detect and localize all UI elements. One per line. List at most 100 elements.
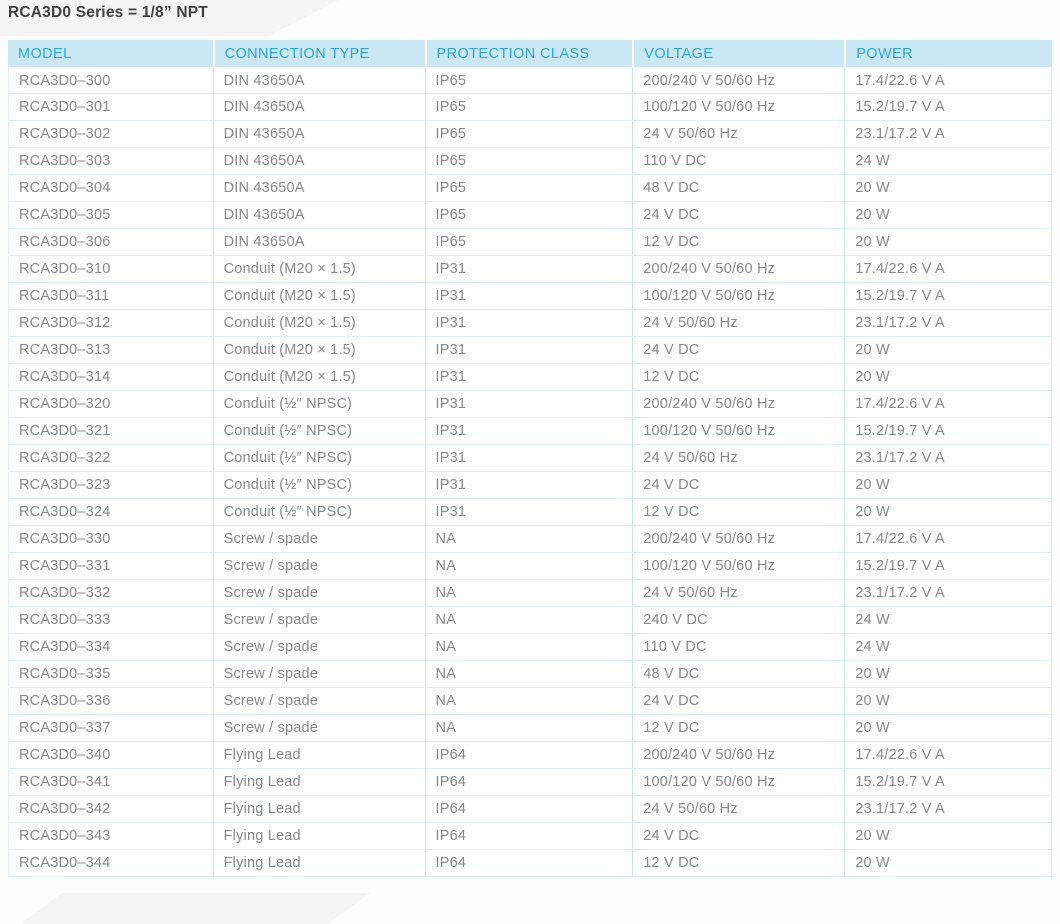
cell-protection-class: IP64: [424, 742, 633, 769]
cell-protection-class: IP65: [424, 121, 633, 148]
cell-model: RCA3D0–320: [8, 391, 213, 418]
cell-power: 23.1/17.2 V A: [844, 310, 1052, 337]
column-header-connection-type: CONNECTION TYPE: [212, 40, 425, 67]
cell-model: RCA3D0–303: [8, 148, 213, 175]
cell-connection-type: Conduit (½″ NPSC): [212, 499, 425, 526]
cell-model: RCA3D0–324: [8, 499, 213, 526]
cell-connection-type: Screw / spade: [212, 607, 425, 634]
cell-model: RCA3D0–314: [8, 364, 213, 391]
table-row: RCA3D0–335 Screw / spade NA 48 V DC 20 W: [8, 661, 1052, 688]
cell-model: RCA3D0–312: [8, 310, 213, 337]
cell-model: RCA3D0–336: [8, 688, 213, 715]
cell-voltage: 100/120 V 50/60 Hz: [632, 418, 845, 445]
cell-connection-type: Conduit (½″ NPSC): [212, 418, 425, 445]
cell-connection-type: Screw / spade: [212, 580, 425, 607]
cell-model: RCA3D0–311: [8, 283, 213, 310]
cell-power: 17.4/22.6 V A: [844, 742, 1052, 769]
cell-model: RCA3D0–330: [8, 526, 213, 553]
cell-connection-type: Conduit (M20 × 1.5): [212, 337, 425, 364]
cell-connection-type: DIN 43650A: [212, 175, 425, 202]
cell-model: RCA3D0–306: [8, 229, 213, 256]
cell-power: 15.2/19.7 V A: [844, 283, 1052, 310]
column-header-model: MODEL: [8, 40, 213, 67]
cell-protection-class: NA: [424, 661, 633, 688]
cell-voltage: 24 V 50/60 Hz: [632, 310, 845, 337]
cell-voltage: 12 V DC: [632, 229, 845, 256]
cell-voltage: 24 V DC: [632, 688, 845, 715]
cell-connection-type: Flying Lead: [212, 850, 425, 877]
cell-connection-type: Flying Lead: [212, 769, 425, 796]
cell-power: 24 W: [844, 607, 1052, 634]
cell-connection-type: DIN 43650A: [212, 94, 425, 121]
table-row: RCA3D0–330 Screw / spade NA 200/240 V 50/60…: [8, 526, 1052, 553]
cell-model: RCA3D0–341: [8, 769, 213, 796]
cell-connection-type: Flying Lead: [212, 823, 425, 850]
cell-protection-class: IP31: [424, 445, 633, 472]
table-header: MODEL CONNECTION TYPE PROTECTION CLASS V…: [8, 40, 1052, 67]
cell-power: 17.4/22.6 V A: [844, 391, 1052, 418]
cell-connection-type: DIN 43650A: [212, 148, 425, 175]
cell-model: RCA3D0–335: [8, 661, 213, 688]
cell-power: 23.1/17.2 V A: [844, 121, 1052, 148]
cell-model: RCA3D0–322: [8, 445, 213, 472]
table-row: RCA3D0–334 Screw / spade NA 110 V DC 24 W: [8, 634, 1052, 661]
cell-protection-class: NA: [424, 607, 633, 634]
cell-protection-class: IP31: [424, 472, 633, 499]
table-row: RCA3D0–320 Conduit (½″ NPSC) IP31 200/240 V…: [8, 391, 1052, 418]
cell-power: 15.2/19.7 V A: [844, 769, 1052, 796]
cell-model: RCA3D0–321: [8, 418, 213, 445]
table-row: RCA3D0–305 DIN 43650A IP65 24 V DC 20 W: [8, 202, 1052, 229]
cell-connection-type: Screw / spade: [212, 634, 425, 661]
cell-voltage: 100/120 V 50/60 Hz: [632, 283, 845, 310]
cell-voltage: 100/120 V 50/60 Hz: [632, 553, 845, 580]
cell-voltage: 24 V 50/60 Hz: [632, 580, 845, 607]
table-body: RCA3D0–300 DIN 43650A IP65 200/240 V 50/60 …: [8, 67, 1052, 877]
cell-protection-class: IP65: [424, 94, 633, 121]
table-row: RCA3D0–312 Conduit (M20 × 1.5) IP31 24 V 50…: [8, 310, 1052, 337]
cell-connection-type: Screw / spade: [212, 661, 425, 688]
cell-power: 15.2/19.7 V A: [844, 418, 1052, 445]
table-row: RCA3D0–341 Flying Lead IP64 100/120 V 50/60…: [8, 769, 1052, 796]
cell-protection-class: IP31: [424, 364, 633, 391]
cell-connection-type: Conduit (M20 × 1.5): [212, 364, 425, 391]
cell-model: RCA3D0–343: [8, 823, 213, 850]
cell-connection-type: DIN 43650A: [212, 67, 425, 94]
cell-power: 23.1/17.2 V A: [844, 796, 1052, 823]
cell-voltage: 12 V DC: [632, 715, 845, 742]
column-header-voltage: VOLTAGE: [632, 40, 845, 67]
cell-model: RCA3D0–323: [8, 472, 213, 499]
cell-voltage: 24 V 50/60 Hz: [632, 445, 845, 472]
cell-voltage: 110 V DC: [632, 148, 845, 175]
cell-voltage: 200/240 V 50/60 Hz: [632, 742, 845, 769]
table-row: RCA3D0–313 Conduit (M20 × 1.5) IP31 24 V DC…: [8, 337, 1052, 364]
cell-model: RCA3D0–333: [8, 607, 213, 634]
table-row: RCA3D0–306 DIN 43650A IP65 12 V DC 20 W: [8, 229, 1052, 256]
table-row: RCA3D0–310 Conduit (M20 × 1.5) IP31 200/240…: [8, 256, 1052, 283]
cell-connection-type: Conduit (½″ NPSC): [212, 391, 425, 418]
cell-power: 20 W: [844, 823, 1052, 850]
cell-model: RCA3D0–344: [8, 850, 213, 877]
table-row: RCA3D0–333 Screw / spade NA 240 V DC 24 W: [8, 607, 1052, 634]
cell-power: 20 W: [844, 688, 1052, 715]
table-row: RCA3D0–336 Screw / spade NA 24 V DC 20 W: [8, 688, 1052, 715]
cell-connection-type: Flying Lead: [212, 796, 425, 823]
header-row: MODEL CONNECTION TYPE PROTECTION CLASS V…: [8, 40, 1052, 67]
cell-voltage: 12 V DC: [632, 364, 845, 391]
cell-protection-class: IP64: [424, 796, 633, 823]
table-row: RCA3D0–323 Conduit (½″ NPSC) IP31 24 V DC 20…: [8, 472, 1052, 499]
cell-power: 20 W: [844, 472, 1052, 499]
cell-power: 17.4/22.6 V A: [844, 256, 1052, 283]
cell-protection-class: NA: [424, 553, 633, 580]
table-row: RCA3D0–332 Screw / spade NA 24 V 50/60 Hz 23…: [8, 580, 1052, 607]
cell-voltage: 200/240 V 50/60 Hz: [632, 391, 845, 418]
cell-voltage: 24 V DC: [632, 472, 845, 499]
cell-connection-type: Conduit (½″ NPSC): [212, 445, 425, 472]
table-row: RCA3D0–331 Screw / spade NA 100/120 V 50/60…: [8, 553, 1052, 580]
cell-model: RCA3D0–342: [8, 796, 213, 823]
table-row: RCA3D0–324 Conduit (½″ NPSC) IP31 12 V DC 20…: [8, 499, 1052, 526]
cell-model: RCA3D0–340: [8, 742, 213, 769]
cell-voltage: 24 V 50/60 Hz: [632, 796, 845, 823]
cell-protection-class: IP31: [424, 310, 633, 337]
cell-protection-class: IP31: [424, 391, 633, 418]
